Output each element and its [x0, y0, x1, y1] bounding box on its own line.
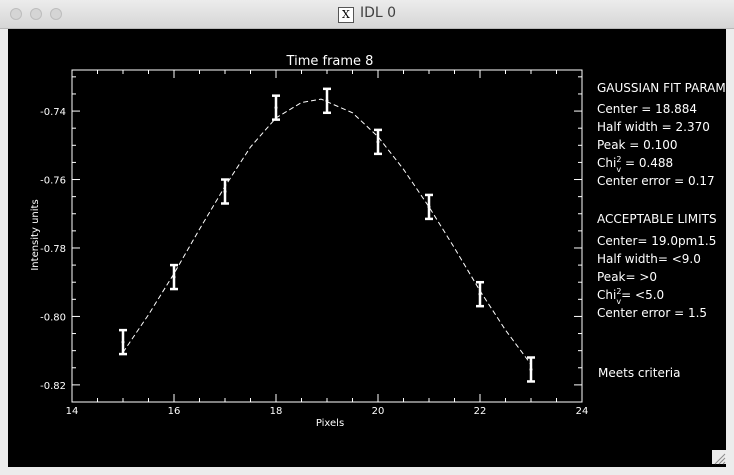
chart-svg: 14 16 18 20 22 24 -0.74 -0.76 -0.78 -0.80 -0.82 Ti… — [30, 54, 726, 429]
line — [714, 453, 726, 465]
fit-param-line: Chi2 v = 0.488 — [597, 155, 673, 174]
fit-param-line: Half width = 2.370 — [597, 120, 710, 134]
minimize-window-button[interactable] — [30, 8, 42, 20]
data-point — [172, 275, 176, 279]
x-tick-label: 16 — [168, 406, 181, 417]
title-wrap: X IDL 0 — [0, 5, 734, 23]
window-title: IDL 0 — [359, 5, 397, 21]
data-point — [529, 367, 533, 371]
data-point — [274, 106, 278, 110]
lim-lines: Center= 19.0pm1.5 Half width= <9.0 Peak= >… — [597, 234, 716, 320]
x-tick-label: 14 — [66, 406, 79, 417]
fit-params-panel: GAUSSIAN FIT PARAM Center = 18.884 Half w… — [597, 81, 726, 188]
plot-frame — [71, 69, 583, 403]
limit-line: Peak= >0 — [597, 270, 657, 284]
axes: 14 16 18 20 22 24 -0.74 -0.76 -0.78 -0.80 -0.82 — [40, 69, 589, 417]
title-bar[interactable]: X IDL 0 — [0, 0, 734, 29]
error-bars-group — [119, 87, 535, 383]
plot-canvas: 14 16 18 20 22 24 -0.74 -0.76 -0.78 -0.80 -0.82 Ti… — [8, 29, 726, 467]
fit-lines: Center = 18.884 Half width = 2.370 Peak = … — [597, 102, 715, 188]
y-tick-label: -0.80 — [40, 312, 66, 323]
data-point — [121, 340, 125, 344]
x-tick-label: 18 — [270, 406, 283, 417]
data-point — [478, 292, 482, 296]
close-window-button[interactable] — [10, 8, 22, 20]
chart-title: Time frame 8 — [286, 54, 374, 69]
fit-param-line: Peak = 0.100 — [597, 138, 678, 152]
x-tick-label: 20 — [372, 406, 385, 417]
line — [722, 461, 726, 465]
data-point — [325, 99, 329, 103]
status-text: Meets criteria — [598, 366, 680, 380]
fit-curve-line — [122, 98, 532, 365]
y-tick-label: -0.78 — [40, 244, 66, 255]
line — [718, 457, 726, 465]
limits-heading: ACCEPTABLE LIMITS — [597, 212, 717, 226]
x-tick-label: 22 — [474, 406, 487, 417]
limit-line: Center error = 1.5 — [597, 306, 707, 320]
resize-grip-icon[interactable] — [712, 450, 726, 465]
fit-curve-group — [122, 98, 532, 365]
data-point — [223, 190, 227, 194]
fit-param-line: Center = 18.884 — [597, 102, 697, 116]
x11-icon: X — [337, 7, 354, 23]
data-point — [427, 205, 431, 209]
x-tick-label: 24 — [576, 406, 589, 417]
limit-line: Center= 19.0pm1.5 — [597, 234, 716, 248]
svg — [714, 453, 726, 465]
x-axis-label: Pixels — [316, 418, 344, 429]
limit-line: Half width= <9.0 — [597, 252, 701, 266]
fit-param-line: Center error = 0.17 — [597, 174, 715, 188]
limits-panel: ACCEPTABLE LIMITS Center= 19.0pm1.5 Half … — [597, 212, 717, 320]
y-axis-label: Intensity units — [30, 199, 41, 270]
fit-params-heading: GAUSSIAN FIT PARAM — [597, 81, 726, 95]
y-tick-label: -0.76 — [40, 176, 66, 187]
y-tick-label: -0.82 — [40, 381, 66, 392]
y-tick-label: -0.74 — [40, 107, 66, 118]
data-point — [376, 140, 380, 144]
zoom-window-button[interactable] — [50, 8, 62, 20]
limit-line: Chi2 v= <5.0 — [597, 287, 664, 306]
